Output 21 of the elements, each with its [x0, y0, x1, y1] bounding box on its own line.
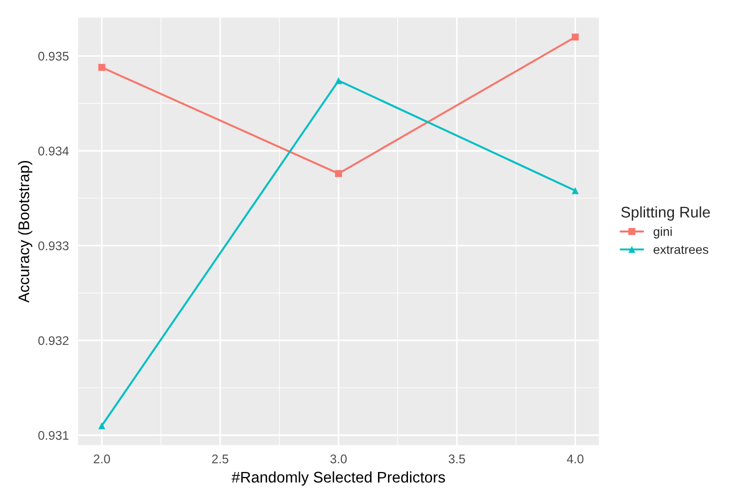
x-tick-label: 2.0: [94, 454, 110, 464]
y-axis-title: Accuracy (Bootstrap): [18, 161, 32, 303]
point: [572, 34, 579, 41]
legend-label: extratrees: [654, 246, 708, 254]
x-tick-label: 3.5: [448, 454, 466, 464]
legend-label: gini: [654, 226, 672, 238]
point: [335, 170, 342, 178]
point: [572, 187, 579, 194]
y-tick-label: 0.934: [38, 146, 69, 156]
point: [335, 77, 342, 84]
y-tick-label: 0.932: [38, 336, 68, 346]
point: [98, 422, 106, 430]
x-axis-title: #Randomly Selected Predictors: [232, 471, 445, 486]
point: [98, 64, 106, 71]
legend-title: Splitting Rule: [621, 206, 710, 221]
y-tick-label: 0.931: [38, 431, 68, 440]
x-tick-label: 3.0: [330, 454, 347, 464]
y-tick-label: 0.933: [38, 241, 69, 250]
x-tick-label: 2.5: [212, 454, 228, 464]
y-tick-label: 0.935: [38, 52, 69, 61]
x-tick-label: 4.0: [566, 454, 584, 464]
